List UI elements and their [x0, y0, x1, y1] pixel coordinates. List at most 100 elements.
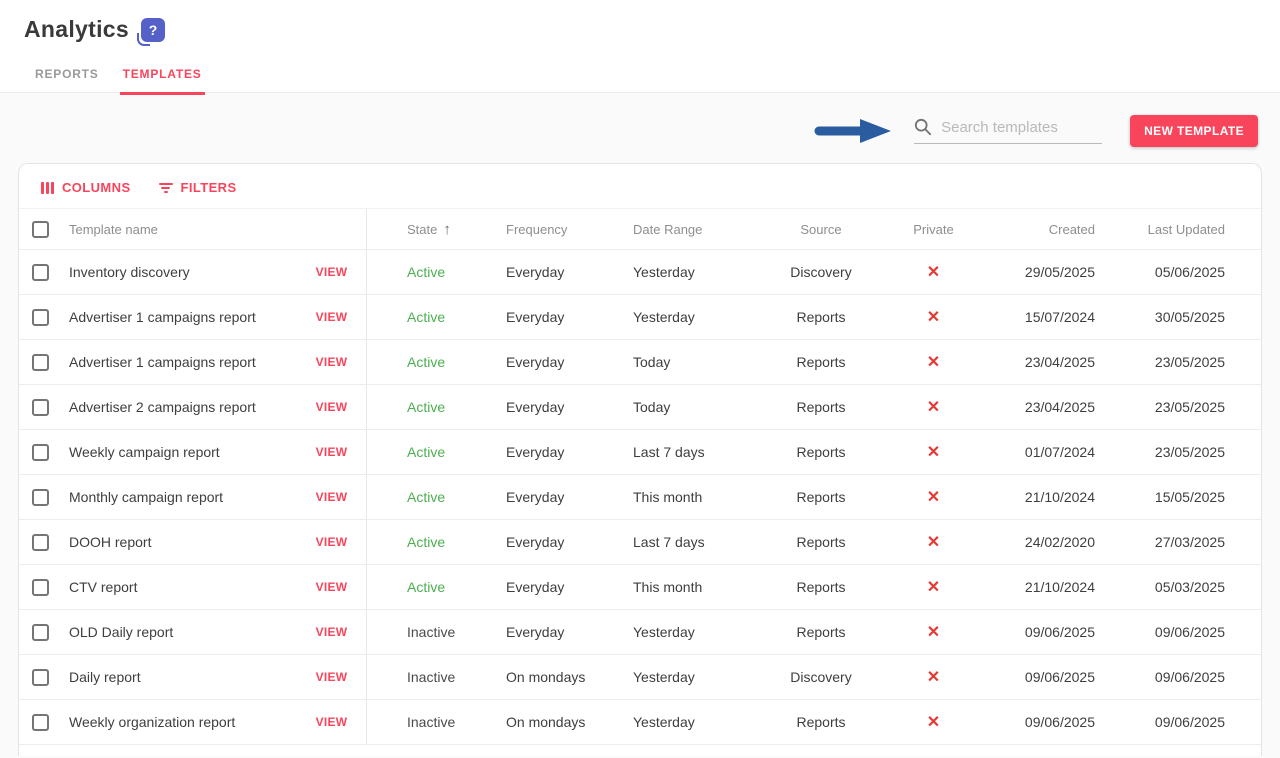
help-icon[interactable]: ? — [136, 17, 165, 46]
row-checkbox[interactable] — [31, 398, 49, 416]
row-checkbox[interactable] — [31, 263, 49, 281]
view-cell: VIEW — [297, 310, 366, 324]
table-row: Daily report VIEW Inactive On mondays Ye… — [19, 655, 1261, 700]
header-created[interactable]: Created — [1048, 221, 1095, 237]
row-checkbox[interactable] — [31, 578, 49, 596]
page-toolbar: NEW TEMPLATE — [0, 93, 1280, 147]
date-range-value: Yesterday — [633, 309, 695, 325]
state-cell: Active — [366, 340, 491, 384]
state-cell: Inactive — [366, 655, 491, 699]
view-button[interactable]: VIEW — [315, 265, 348, 279]
private-x-icon[interactable]: ✕ — [926, 624, 941, 641]
new-template-button[interactable]: NEW TEMPLATE — [1130, 115, 1258, 147]
select-all-checkbox[interactable] — [31, 220, 49, 238]
private-x-icon[interactable]: ✕ — [926, 669, 941, 686]
date-range-value: Last 7 days — [633, 444, 705, 460]
row-checkbox-cell — [19, 700, 61, 744]
source-value: Reports — [796, 399, 846, 415]
tab-bar: REPORTS TEMPLATES — [32, 67, 1280, 95]
private-x-icon[interactable]: ✕ — [926, 354, 941, 371]
row-checkbox[interactable] — [31, 533, 49, 551]
row-checkbox[interactable] — [31, 488, 49, 506]
private-x-icon[interactable]: ✕ — [926, 264, 941, 281]
view-button[interactable]: VIEW — [315, 670, 348, 684]
app-header: Analytics ? REPORTS TEMPLATES — [0, 0, 1280, 95]
view-button[interactable]: VIEW — [315, 535, 348, 549]
table-row: Monthly campaign report VIEW Active Ever… — [19, 475, 1261, 520]
private-x-icon[interactable]: ✕ — [926, 714, 941, 731]
header-frequency[interactable]: Frequency — [506, 221, 568, 237]
row-checkbox[interactable] — [31, 353, 49, 371]
created-value: 01/07/2024 — [1024, 444, 1095, 460]
template-name: Advertiser 1 campaigns report — [69, 309, 256, 325]
page-title: Analytics — [24, 16, 129, 42]
view-cell: VIEW — [297, 580, 366, 594]
private-x-icon[interactable]: ✕ — [926, 399, 941, 416]
template-name: Monthly campaign report — [69, 489, 224, 505]
row-checkbox[interactable] — [31, 713, 49, 731]
created-value: 29/05/2025 — [1024, 264, 1095, 280]
template-name: Weekly organization report — [69, 714, 236, 730]
columns-button[interactable]: COLUMNS — [41, 180, 131, 195]
state-cell: Active — [366, 250, 491, 294]
source-value: Reports — [796, 354, 846, 370]
last-updated-value: 23/05/2025 — [1154, 399, 1225, 415]
header-last-updated[interactable]: Last Updated — [1147, 221, 1225, 237]
tab-reports[interactable]: REPORTS — [35, 67, 99, 81]
header-source[interactable]: Source — [800, 221, 842, 237]
last-updated-value: 30/05/2025 — [1154, 309, 1225, 325]
private-x-icon[interactable]: ✕ — [926, 579, 941, 596]
filters-button[interactable]: FILTERS — [158, 180, 237, 195]
view-button[interactable]: VIEW — [315, 625, 348, 639]
view-button[interactable]: VIEW — [315, 310, 348, 324]
view-button[interactable]: VIEW — [315, 355, 348, 369]
last-updated-value: 05/03/2025 — [1154, 579, 1225, 595]
state-value: Active — [407, 534, 446, 550]
table-row: Inventory discovery VIEW Active Everyday… — [19, 250, 1261, 295]
view-button[interactable]: VIEW — [315, 715, 348, 729]
frequency-value: Everyday — [506, 264, 565, 280]
view-cell: VIEW — [297, 445, 366, 459]
sort-ascending-icon[interactable]: ↑ — [443, 220, 451, 238]
date-range-value: Yesterday — [633, 264, 695, 280]
state-value: Active — [407, 489, 446, 505]
row-checkbox-cell — [19, 520, 61, 564]
template-name: Daily report — [69, 669, 141, 685]
row-checkbox-cell — [19, 610, 61, 654]
private-x-icon[interactable]: ✕ — [926, 444, 941, 461]
header-state[interactable]: State ↑ — [366, 209, 491, 249]
row-checkbox[interactable] — [31, 668, 49, 686]
view-button[interactable]: VIEW — [315, 445, 348, 459]
private-x-icon[interactable]: ✕ — [926, 534, 941, 551]
private-x-icon[interactable]: ✕ — [926, 489, 941, 506]
date-range-value: Yesterday — [633, 669, 695, 685]
frequency-value: Everyday — [506, 624, 565, 640]
row-checkbox[interactable] — [31, 623, 49, 641]
header-private[interactable]: Private — [913, 221, 954, 237]
view-cell: VIEW — [297, 265, 366, 279]
date-range-value: Last 7 days — [633, 534, 705, 550]
table-row: Weekly organization report VIEW Inactive… — [19, 700, 1261, 745]
last-updated-value: 09/06/2025 — [1154, 714, 1225, 730]
filters-button-label: FILTERS — [180, 180, 237, 195]
frequency-value: On mondays — [506, 714, 586, 730]
view-button[interactable]: VIEW — [315, 490, 348, 504]
private-cell: ✕ — [881, 442, 986, 462]
state-cell: Active — [366, 520, 491, 564]
columns-icon — [41, 181, 54, 194]
table-row: CTV report VIEW Active Everyday This mon… — [19, 565, 1261, 610]
view-button[interactable]: VIEW — [315, 400, 348, 414]
last-updated-value: 27/03/2025 — [1154, 534, 1225, 550]
header-template-name[interactable]: Template name — [69, 221, 158, 237]
search-input[interactable] — [941, 119, 1103, 136]
state-value: Active — [407, 444, 446, 460]
row-checkbox[interactable] — [31, 443, 49, 461]
private-x-icon[interactable]: ✕ — [926, 309, 941, 326]
tab-templates[interactable]: TEMPLATES — [119, 67, 205, 95]
table-row: Advertiser 2 campaigns report VIEW Activ… — [19, 385, 1261, 430]
row-checkbox[interactable] — [31, 308, 49, 326]
header-date-range[interactable]: Date Range — [633, 221, 703, 237]
view-button[interactable]: VIEW — [315, 580, 348, 594]
search-box[interactable] — [914, 118, 1103, 144]
row-checkbox-cell — [19, 565, 61, 609]
